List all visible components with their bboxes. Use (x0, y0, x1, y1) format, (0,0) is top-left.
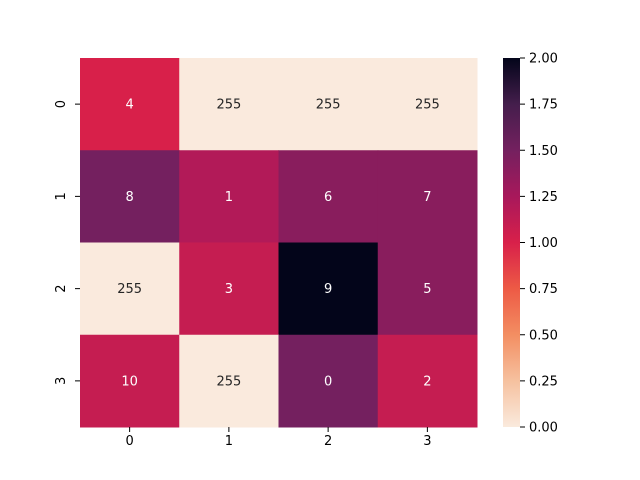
heatmap-cell-r2-c2 (278, 242, 379, 336)
colorbar-tick-label: 0.50 (529, 328, 558, 343)
cell-annotation-r3-c3: 2 (423, 374, 431, 389)
heatmap-cell-r0-c2 (278, 58, 379, 151)
heatmap-cell-r1-c1 (179, 150, 279, 243)
heatmap-cell-r3-c0 (80, 334, 180, 428)
cell-annotation-r2-c3: 5 (423, 282, 431, 297)
x-tick-label: 2 (324, 434, 332, 449)
cell-annotation-r2-c1: 3 (225, 282, 233, 297)
y-axis-ticks: 0 1 2 3 (54, 100, 80, 385)
colorbar-tick-label: 1.75 (529, 98, 558, 113)
colorbar-ticks: 0.00 0.25 0.50 0.75 1.00 1.25 1.50 1.75 2.00 (520, 52, 558, 436)
colorbar-tick-label: 0.75 (529, 282, 558, 297)
heatmap-cell-r0-c0 (80, 58, 180, 151)
colorbar (503, 58, 520, 427)
heatmap-cell-r0-c1 (179, 58, 279, 151)
cell-annotation-r0-c3: 255 (415, 98, 440, 113)
cell-annotation-r2-c2: 9 (324, 282, 332, 297)
heatmap-cell-r3-c2 (278, 334, 379, 428)
heatmap-cells (80, 58, 478, 428)
y-tick-label: 3 (54, 377, 69, 385)
cell-annotation-r1-c3: 7 (423, 190, 431, 205)
cell-annotation-r0-c2: 255 (316, 98, 341, 113)
heatmap-cell-r2-c1 (179, 242, 279, 336)
cell-annotation-r0-c0: 4 (125, 98, 133, 113)
cell-annotation-r1-c2: 6 (324, 190, 332, 205)
y-tick-label: 1 (54, 192, 69, 200)
colorbar-tick-label: 2.00 (529, 52, 558, 67)
y-tick-label: 0 (54, 100, 69, 108)
heatmap-cell-r1-c3 (377, 150, 478, 243)
cell-annotation-r0-c1: 255 (216, 98, 241, 113)
x-tick-label: 0 (125, 434, 133, 449)
cell-annotation-r3-c2: 0 (324, 374, 332, 389)
x-tick-label: 1 (225, 434, 233, 449)
heatmap-cell-r2-c3 (377, 242, 478, 336)
cell-annotation-r1-c1: 1 (225, 190, 233, 205)
heatmap-cell-r1-c0 (80, 150, 180, 243)
colorbar-tick-label: 0.00 (529, 421, 558, 436)
colorbar-tick-label: 1.50 (529, 144, 558, 159)
heatmap-cell-r0-c3 (377, 58, 478, 151)
cell-annotation-r3-c0: 10 (121, 374, 138, 389)
heatmap-cell-r2-c0 (80, 242, 180, 336)
y-tick-label: 2 (54, 284, 69, 292)
cell-annotation-r1-c0: 8 (125, 190, 133, 205)
cell-annotation-r3-c1: 255 (216, 374, 241, 389)
heatmap-cell-r3-c1 (179, 334, 279, 428)
x-axis-ticks: 0 1 2 3 (125, 427, 432, 449)
heatmap-cell-r1-c2 (278, 150, 379, 243)
x-tick-label: 3 (423, 434, 431, 449)
colorbar-tick-label: 1.25 (529, 190, 558, 205)
colorbar-tick-label: 0.25 (529, 374, 558, 389)
colorbar-tick-label: 1.00 (529, 236, 558, 251)
cell-annotation-r2-c0: 255 (117, 282, 142, 297)
heatmap-cell-r3-c3 (377, 334, 478, 428)
